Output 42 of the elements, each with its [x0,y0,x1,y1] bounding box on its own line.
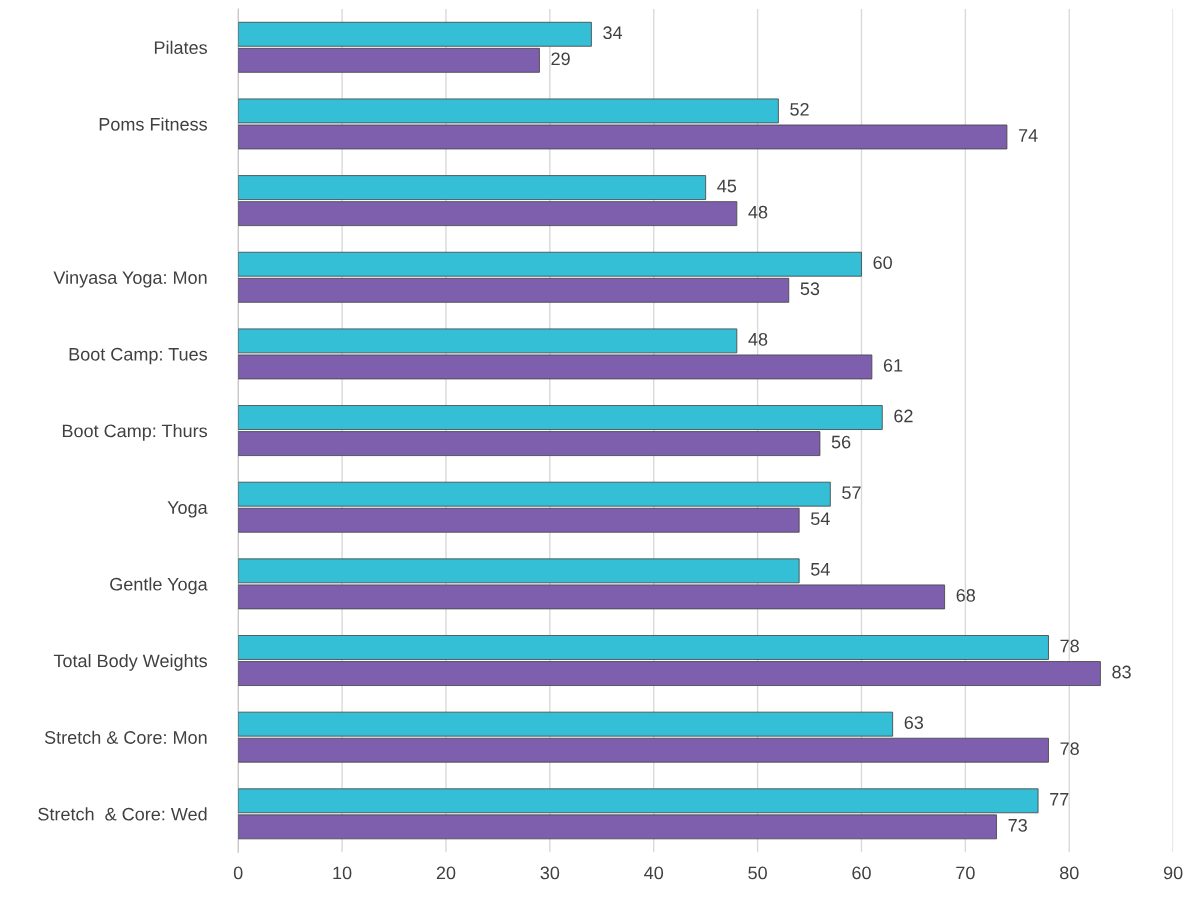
data-label: 56 [831,435,851,449]
y-tick-label: Boot Camp: Thurs [62,424,207,441]
data-label: 45 [717,179,737,193]
data-label: 54 [810,512,830,526]
data-label: 73 [1008,818,1027,832]
data-label: 34 [603,26,623,40]
data-label: 29 [551,52,570,66]
data-label: 48 [748,205,768,219]
y-tick-label: Stretch & Core: Wed [38,807,207,821]
data-label: 61 [883,359,903,372]
y-tick-label: Gentle Yoga [110,577,208,595]
data-label: 60 [873,256,892,270]
y-tick-label: Total Body Weights [53,653,207,671]
x-tick-label: 20 [436,866,456,880]
data-label: 62 [894,409,913,423]
x-tick-label: 70 [956,866,975,880]
data-label: 54 [810,563,830,576]
x-tick-label: 60 [852,866,871,880]
x-tick-label: 90 [1163,866,1183,880]
y-tick-label: Poms Fitness [99,117,207,131]
data-label: 57 [842,486,861,500]
data-label: 63 [904,716,924,729]
y-tick-label: Yoga [167,501,208,518]
x-tick-label: 40 [644,866,664,880]
y-tick-label: Pilates [154,40,207,55]
data-label: 77 [1050,793,1069,806]
data-label: 48 [748,332,768,346]
data-label: 52 [790,102,809,116]
x-tick-label: 0 [233,866,243,880]
data-label: 74 [1018,129,1038,142]
y-tick-label: Stretch & Core: Mon [44,730,207,744]
x-tick-label: 80 [1060,866,1079,880]
y-tick-label: Vinyasa Yoga: Mon [53,270,207,288]
data-label: 83 [1112,665,1131,679]
x-tick-label: 30 [540,866,560,880]
x-tick-label: 50 [748,866,767,880]
data-label: 78 [1060,639,1079,653]
y-tick-label: Boot Camp: Tues [69,347,207,365]
x-tick-label: 10 [333,866,352,880]
data-label: 68 [956,588,975,602]
data-label: 53 [800,282,820,296]
data-label: 78 [1060,742,1079,756]
